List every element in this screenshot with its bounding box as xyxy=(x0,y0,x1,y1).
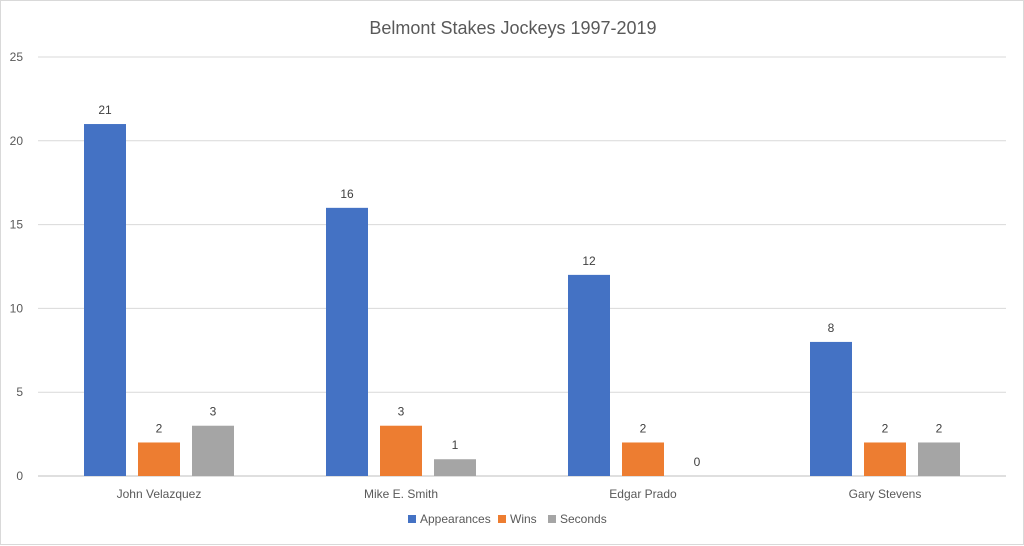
chart-title: Belmont Stakes Jockeys 1997-2019 xyxy=(369,18,656,38)
y-tick-label: 25 xyxy=(10,50,24,64)
x-tick-label: John Velazquez xyxy=(117,487,202,501)
data-label: 21 xyxy=(98,103,112,117)
data-label: 1 xyxy=(452,438,459,452)
legend-swatch xyxy=(548,515,556,523)
x-tick-label: Gary Stevens xyxy=(849,487,922,501)
bar-wins xyxy=(864,442,906,476)
data-label: 16 xyxy=(340,187,354,201)
bar-appearances xyxy=(84,124,126,476)
y-axis: 0 5 10 15 20 25 xyxy=(10,50,24,483)
bar-wins xyxy=(622,442,664,476)
y-tick-label: 15 xyxy=(10,218,24,232)
gridlines xyxy=(38,56,1006,477)
bar-appearances xyxy=(568,274,610,476)
legend-swatch xyxy=(498,515,506,523)
bar-seconds xyxy=(434,459,476,476)
y-tick-label: 5 xyxy=(16,385,23,399)
data-label: 3 xyxy=(398,405,405,419)
x-axis: John Velazquez Mike E. Smith Edgar Prado Ga… xyxy=(117,487,922,501)
legend: Appearances Wins Seconds xyxy=(408,512,607,526)
y-tick-label: 0 xyxy=(16,469,23,483)
bars: 21 2 3 16 3 1 12 2 0 8 2 2 xyxy=(84,103,960,476)
legend-label: Wins xyxy=(510,512,537,526)
data-label: 12 xyxy=(582,254,596,268)
data-label: 8 xyxy=(828,321,835,335)
data-label: 3 xyxy=(210,405,217,419)
data-label: 2 xyxy=(936,421,943,435)
bar-wins xyxy=(380,425,422,476)
legend-label: Appearances xyxy=(420,512,491,526)
data-label: 0 xyxy=(694,455,701,469)
x-tick-label: Mike E. Smith xyxy=(364,487,438,501)
y-tick-label: 20 xyxy=(10,134,24,148)
data-label: 2 xyxy=(640,421,647,435)
bar-wins xyxy=(138,442,180,476)
legend-swatch xyxy=(408,515,416,523)
legend-label: Seconds xyxy=(560,512,607,526)
y-tick-label: 10 xyxy=(10,301,24,315)
bar-appearances xyxy=(326,207,368,476)
data-label: 2 xyxy=(156,421,163,435)
bar-seconds xyxy=(192,425,234,476)
bar-appearances xyxy=(810,341,852,476)
bar-seconds xyxy=(918,442,960,476)
x-tick-label: Edgar Prado xyxy=(609,487,677,501)
data-label: 2 xyxy=(882,421,889,435)
